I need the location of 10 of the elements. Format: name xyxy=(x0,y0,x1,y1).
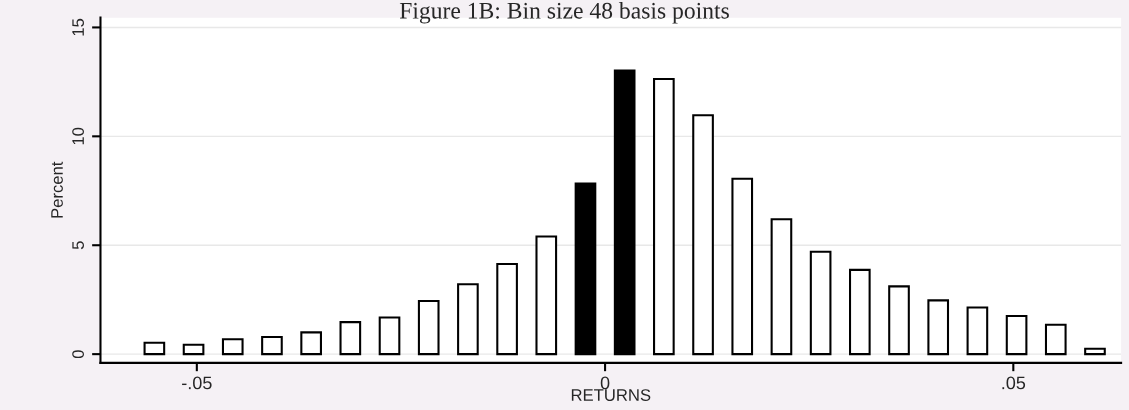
y-tick-label: 0 xyxy=(72,350,84,359)
chart-title: Figure 1B: Bin size 48 basis points xyxy=(399,2,729,24)
y-tick-label: 15 xyxy=(72,18,84,36)
x-tick-label: 0 xyxy=(600,376,610,390)
x-tick-label: -.05 xyxy=(182,376,212,390)
x-axis-title: RETURNS xyxy=(571,389,651,401)
y-tick-label: 5 xyxy=(72,241,84,250)
y-tick-label: 10 xyxy=(72,127,84,145)
x-tick-label: .05 xyxy=(1002,376,1026,390)
y-axis-title: Percent xyxy=(51,161,63,218)
